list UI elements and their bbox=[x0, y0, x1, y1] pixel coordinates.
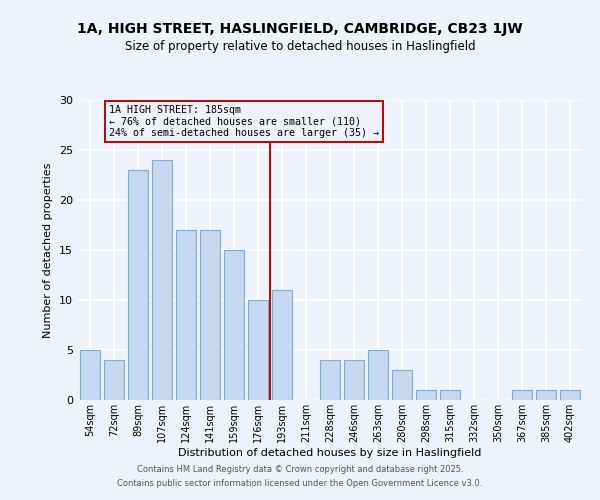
Bar bbox=[224, 250, 244, 400]
X-axis label: Distribution of detached houses by size in Haslingfield: Distribution of detached houses by size … bbox=[178, 448, 482, 458]
Bar bbox=[80, 350, 100, 400]
Text: 1A HIGH STREET: 185sqm
← 76% of detached houses are smaller (110)
24% of semi-de: 1A HIGH STREET: 185sqm ← 76% of detached… bbox=[109, 105, 379, 138]
Y-axis label: Number of detached properties: Number of detached properties bbox=[43, 162, 53, 338]
Bar bbox=[512, 390, 532, 400]
Bar bbox=[272, 290, 292, 400]
Bar bbox=[560, 390, 580, 400]
Bar bbox=[440, 390, 460, 400]
Bar bbox=[152, 160, 172, 400]
Bar bbox=[104, 360, 124, 400]
Text: Size of property relative to detached houses in Haslingfield: Size of property relative to detached ho… bbox=[125, 40, 475, 53]
Bar bbox=[200, 230, 220, 400]
Bar bbox=[368, 350, 388, 400]
Bar bbox=[128, 170, 148, 400]
Bar bbox=[176, 230, 196, 400]
Bar bbox=[320, 360, 340, 400]
Text: 1A, HIGH STREET, HASLINGFIELD, CAMBRIDGE, CB23 1JW: 1A, HIGH STREET, HASLINGFIELD, CAMBRIDGE… bbox=[77, 22, 523, 36]
Bar bbox=[416, 390, 436, 400]
Bar bbox=[392, 370, 412, 400]
Bar bbox=[248, 300, 268, 400]
Bar bbox=[344, 360, 364, 400]
Text: Contains HM Land Registry data © Crown copyright and database right 2025.
Contai: Contains HM Land Registry data © Crown c… bbox=[118, 466, 482, 487]
Bar bbox=[536, 390, 556, 400]
